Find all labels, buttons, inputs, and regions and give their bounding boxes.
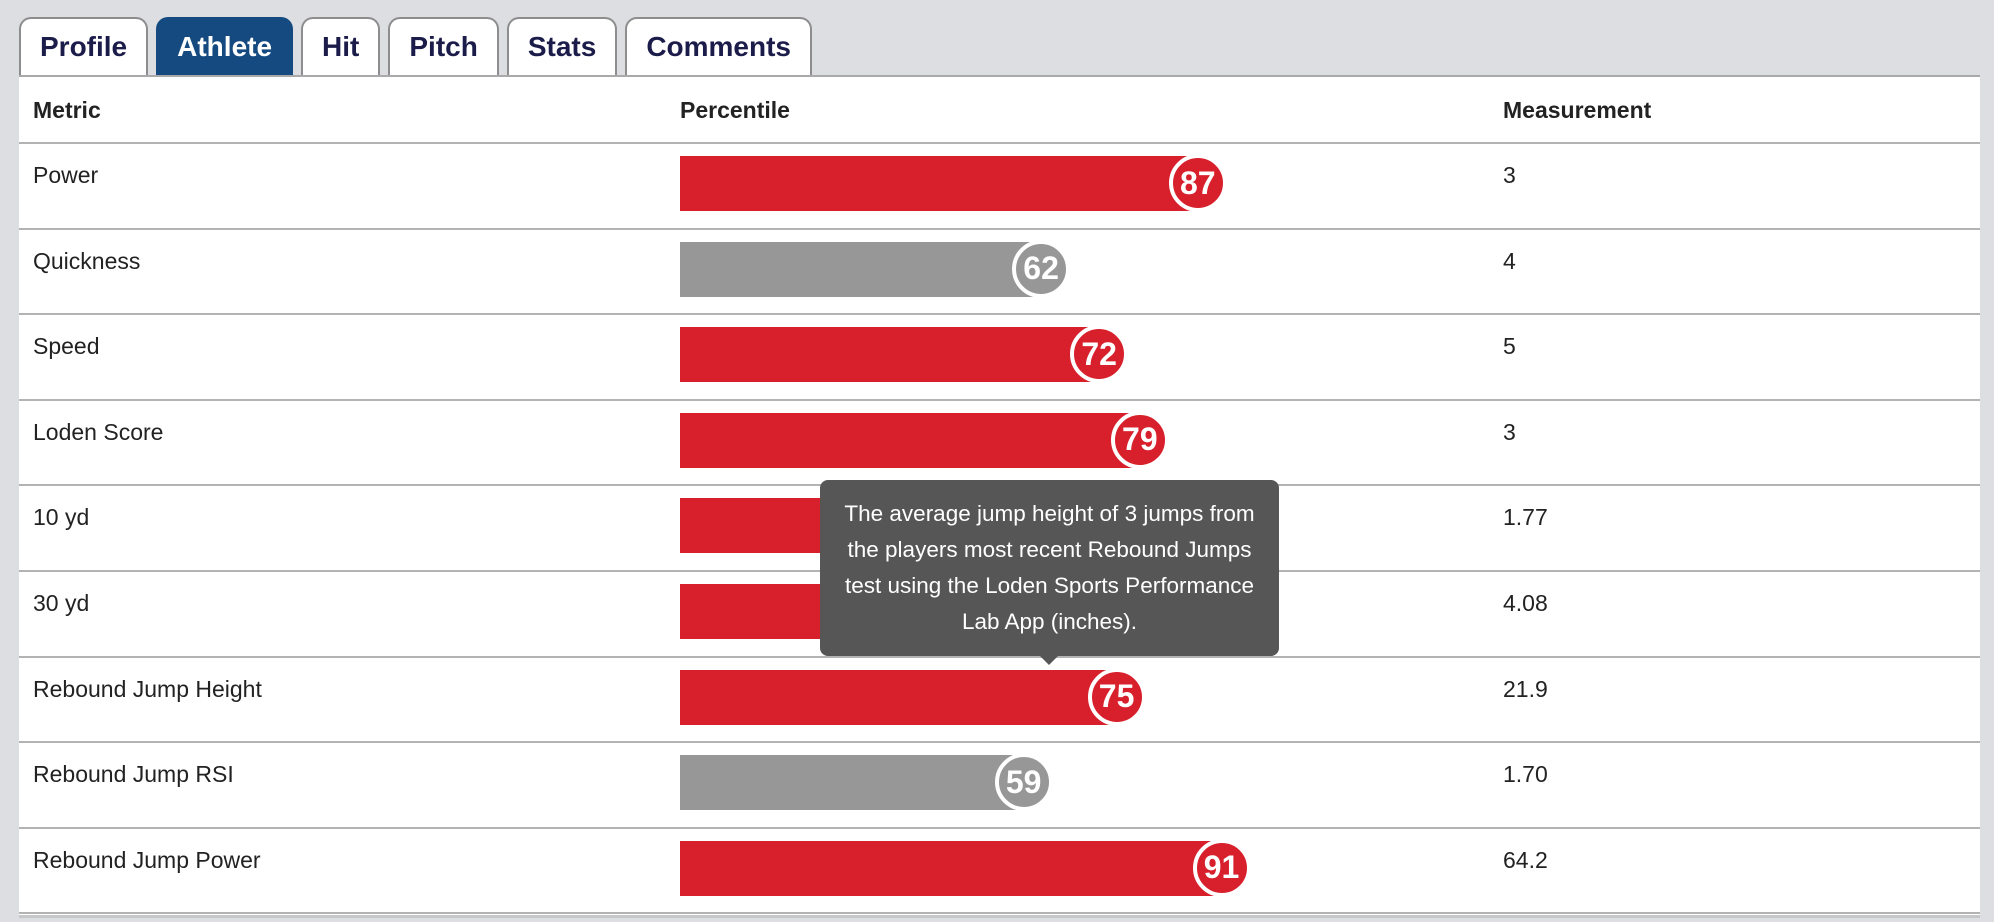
tooltip-arrow [1040,656,1058,665]
tab-bar: Profile Athlete Hit Pitch Stats Comments [19,17,813,75]
table-row: Rebound Jump RSI 59 1.70 [19,741,1980,829]
metric-name: 30 yd [33,590,90,616]
percentile-badge: 72 [1070,325,1129,384]
tab-comments[interactable]: Comments [625,17,813,75]
percentile-badge: 87 [1168,154,1227,212]
percentile-bar [680,412,1139,468]
percentile-bar [680,156,1197,211]
percentile-bar-cell[interactable]: 59 [680,753,1340,812]
metric-name: Rebound Jump RSI [33,761,234,788]
table-row: Rebound Jump Power 91 64.2 [19,827,1980,915]
table-row: Power 87 3 [19,142,1980,230]
tab-pitch[interactable]: Pitch [388,17,499,75]
measurement-value: 3 [1503,162,1516,188]
column-header-measurement: Measurement [1503,97,1652,123]
percentile-bar-cell[interactable]: 79 [680,410,1340,469]
percentile-bar-cell[interactable]: 72 [680,325,1340,384]
measurement-value: 3 [1503,418,1516,445]
table-header-row: Metric Percentile Measurement [19,77,1980,144]
metric-name: Rebound Jump Height [33,675,262,702]
measurement-value: 64.2 [1503,846,1548,873]
column-header-metric: Metric [33,97,101,123]
percentile-bar [680,840,1221,896]
column-header-percentile: Percentile [680,97,790,123]
tab-athlete[interactable]: Athlete [156,17,294,75]
measurement-value: 1.77 [1503,504,1548,531]
percentile-bar-cell[interactable]: 87 [680,154,1340,212]
percentile-badge: 62 [1012,239,1071,298]
metric-name: Power [33,162,99,188]
percentile-bar [680,755,1023,811]
percentile-badge: 79 [1110,410,1169,469]
metric-name: Rebound Jump Power [33,846,261,873]
table-row: Quickness 62 4 [19,228,1980,316]
tab-stats[interactable]: Stats [506,17,618,75]
percentile-badge: 59 [994,753,1053,812]
measurement-value: 4 [1503,247,1516,274]
table-row: Loden Score 79 3 [19,399,1980,487]
metric-tooltip: The average jump height of 3 jumps from … [820,480,1279,656]
percentile-bar [680,241,1041,297]
table-row: Speed 72 5 [19,313,1980,401]
measurement-value: 5 [1503,333,1516,360]
metric-name: Loden Score [33,418,164,445]
metric-name: Quickness [33,247,141,274]
percentile-badge: 91 [1192,838,1251,897]
tab-hit[interactable]: Hit [301,17,381,75]
percentile-badge: 75 [1087,667,1146,726]
metric-name: 10 yd [33,504,90,531]
percentile-bar-cell[interactable]: 91 [680,838,1340,897]
metric-name: Speed [33,333,100,360]
percentile-bar [680,327,1099,383]
percentile-bar [680,669,1116,725]
measurement-value: 21.9 [1503,675,1548,702]
percentile-bar-cell[interactable]: 75 [680,667,1340,726]
tab-profile[interactable]: Profile [19,17,149,75]
percentile-bar-cell[interactable]: 62 [680,239,1340,298]
measurement-value: 4.08 [1503,590,1548,616]
measurement-value: 1.70 [1503,761,1548,788]
table-row: Rebound Jump Height 75 21.9 [19,656,1980,744]
